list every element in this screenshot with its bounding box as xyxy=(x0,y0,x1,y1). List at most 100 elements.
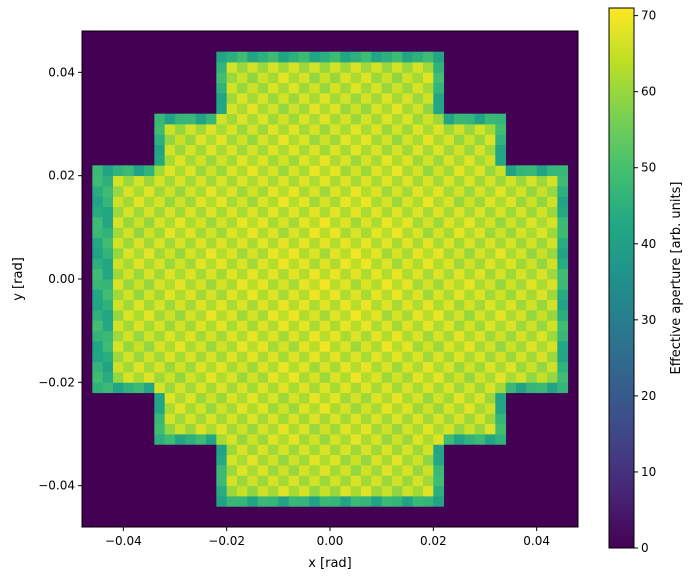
heatmap-cell xyxy=(485,268,496,280)
heatmap-cell xyxy=(361,341,372,352)
heatmap-cell xyxy=(206,289,217,301)
heatmap-cell xyxy=(247,330,259,342)
heatmap-cell xyxy=(102,320,114,332)
heatmap-cell xyxy=(557,320,569,332)
heatmap-cell xyxy=(102,299,114,311)
heatmap-cell xyxy=(216,434,228,445)
heatmap-cell xyxy=(330,175,341,187)
heatmap-cell xyxy=(454,434,465,445)
heatmap-cell xyxy=(557,330,569,342)
heatmap-cell xyxy=(309,413,321,425)
heatmap-cell xyxy=(557,165,569,177)
heatmap-cell xyxy=(216,485,228,497)
heatmap-cell xyxy=(319,299,331,311)
heatmap-cell xyxy=(216,155,228,166)
heatmap-cell xyxy=(516,320,527,332)
heatmap-cell xyxy=(381,155,393,166)
heatmap-cell xyxy=(247,279,259,290)
heatmap-cell xyxy=(485,341,496,352)
heatmap-cell xyxy=(175,299,186,311)
heatmap-cell xyxy=(423,496,434,507)
heatmap-cell xyxy=(361,62,372,73)
heatmap-cell xyxy=(123,206,135,218)
heatmap-cell xyxy=(226,72,238,84)
heatmap-cell xyxy=(330,330,341,342)
heatmap-cell xyxy=(288,485,300,497)
heatmap-cell xyxy=(433,72,445,84)
heatmap-cell xyxy=(154,351,166,363)
y-tick-label: 0.02 xyxy=(48,169,75,183)
heatmap-cell xyxy=(350,248,362,259)
heatmap-cell xyxy=(309,382,321,394)
heatmap-cell xyxy=(247,206,259,218)
heatmap-cell xyxy=(350,258,362,270)
heatmap-cell xyxy=(361,237,372,249)
heatmap-cell xyxy=(381,475,393,487)
heatmap-cell xyxy=(257,237,269,249)
heatmap-cell xyxy=(288,454,300,466)
heatmap-cell xyxy=(288,103,300,115)
heatmap-cell xyxy=(350,51,362,63)
heatmap-cell xyxy=(474,413,486,425)
heatmap-cell xyxy=(113,289,124,301)
heatmap-cell xyxy=(237,248,248,259)
heatmap-cell xyxy=(309,485,321,497)
heatmap-cell xyxy=(412,268,424,280)
heatmap-cell xyxy=(371,155,383,166)
heatmap-cell xyxy=(288,124,300,135)
heatmap-cell xyxy=(123,227,135,239)
heatmap-cell xyxy=(340,217,352,228)
heatmap-cell xyxy=(557,206,569,218)
heatmap-cell xyxy=(340,330,352,342)
heatmap-cell xyxy=(309,62,321,73)
heatmap-cell xyxy=(330,423,341,435)
heatmap-cell xyxy=(443,279,455,290)
heatmap-cell xyxy=(412,496,424,507)
heatmap-cell xyxy=(547,341,558,352)
heatmap-cell xyxy=(133,268,145,280)
heatmap-cell xyxy=(175,237,186,249)
heatmap-cell xyxy=(164,175,176,187)
heatmap-cell xyxy=(309,113,321,125)
heatmap-cell xyxy=(547,248,558,259)
colorbar-tick-label: 60 xyxy=(641,85,656,99)
y-axis-ticks: −0.04−0.020.000.020.04 xyxy=(38,65,82,493)
heatmap-cell xyxy=(319,320,331,332)
heatmap-cell xyxy=(412,103,424,115)
heatmap-cell xyxy=(350,465,362,476)
heatmap-cell xyxy=(516,382,527,394)
heatmap-cell xyxy=(474,310,486,321)
heatmap-cell xyxy=(443,165,455,177)
heatmap-cell xyxy=(164,330,176,342)
heatmap-cell xyxy=(516,330,527,342)
heatmap-cell xyxy=(392,134,403,146)
colorbar-tick-label: 10 xyxy=(641,465,656,479)
heatmap-cell xyxy=(288,82,300,94)
heatmap-cell xyxy=(526,258,538,270)
heatmap-cell xyxy=(526,227,538,239)
heatmap-cell xyxy=(443,144,455,156)
heatmap-cell xyxy=(505,186,517,197)
heatmap-cell xyxy=(433,382,445,394)
heatmap-cell xyxy=(185,310,197,321)
heatmap-cell xyxy=(330,82,341,94)
heatmap-cell xyxy=(206,382,217,394)
heatmap-cell xyxy=(216,237,228,249)
heatmap-cell xyxy=(257,475,269,487)
heatmap-cell xyxy=(154,289,166,301)
heatmap-cell xyxy=(423,155,434,166)
heatmap-cell xyxy=(299,165,310,177)
heatmap-cell xyxy=(536,299,548,311)
heatmap-cell xyxy=(340,144,352,156)
heatmap-cell xyxy=(350,237,362,249)
heatmap-cell xyxy=(454,341,465,352)
heatmap-cell xyxy=(319,82,331,94)
heatmap-cell xyxy=(175,392,186,404)
heatmap-cell xyxy=(495,289,507,301)
heatmap-cell xyxy=(206,237,217,249)
heatmap-cell xyxy=(257,403,269,414)
heatmap-cell xyxy=(350,361,362,373)
heatmap-cell xyxy=(361,361,372,373)
heatmap-cell xyxy=(299,310,310,321)
heatmap-cell xyxy=(464,413,476,425)
